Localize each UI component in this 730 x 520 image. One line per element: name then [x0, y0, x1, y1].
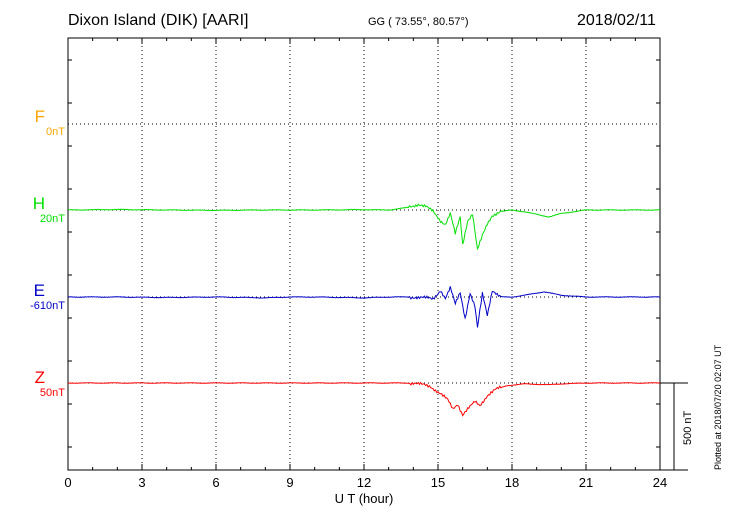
- x-axis-label: U T (hour): [335, 491, 394, 506]
- trace-e: [67, 286, 660, 328]
- x-tick-label: 0: [64, 475, 71, 490]
- x-tick-label: 12: [357, 475, 371, 490]
- grid: [68, 38, 660, 470]
- series-baseline-z: 50nT: [39, 387, 65, 399]
- x-tick-label: 18: [505, 475, 519, 490]
- series-label-z: Z 50nT: [35, 369, 65, 400]
- station-title: Dixon Island (DIK) [AARI]: [68, 12, 249, 29]
- date-label: 2018/02/11: [577, 12, 656, 29]
- series-baseline-e: -610nT: [30, 300, 65, 312]
- series-baseline-f: 0nT: [46, 126, 65, 138]
- series-label-h: H 20nT: [33, 195, 65, 226]
- traces: [67, 203, 661, 417]
- series-label-f: F 0nT: [35, 108, 65, 139]
- x-tick-label: 24: [653, 475, 667, 490]
- series-name-z: Z: [34, 368, 45, 387]
- x-tick-label: 6: [212, 475, 219, 490]
- x-tick-labels: 0 3 6 9 12 15 18 21 24: [64, 475, 667, 490]
- scale-bar: [660, 382, 688, 471]
- coordinates-label: GG ( 73.55°, 80.57°): [368, 16, 469, 28]
- series-label-e: E -610nT: [30, 282, 65, 313]
- trace-z: [67, 381, 661, 417]
- x-tick-label: 15: [431, 475, 445, 490]
- trace-h: [67, 203, 661, 251]
- scale-label: 500 nT: [682, 410, 694, 445]
- plotted-note: Plotted at 2018/07/20 02:07 UT: [713, 344, 723, 470]
- series-baseline-h: 20nT: [39, 213, 65, 225]
- x-tick-label: 21: [579, 475, 593, 490]
- x-tick-label: 9: [286, 475, 293, 490]
- axis-ticks: [67, 38, 661, 470]
- series-name-e: E: [33, 281, 45, 300]
- series-name-f: F: [34, 107, 45, 126]
- x-tick-label: 3: [138, 475, 145, 490]
- series-name-h: H: [32, 194, 45, 213]
